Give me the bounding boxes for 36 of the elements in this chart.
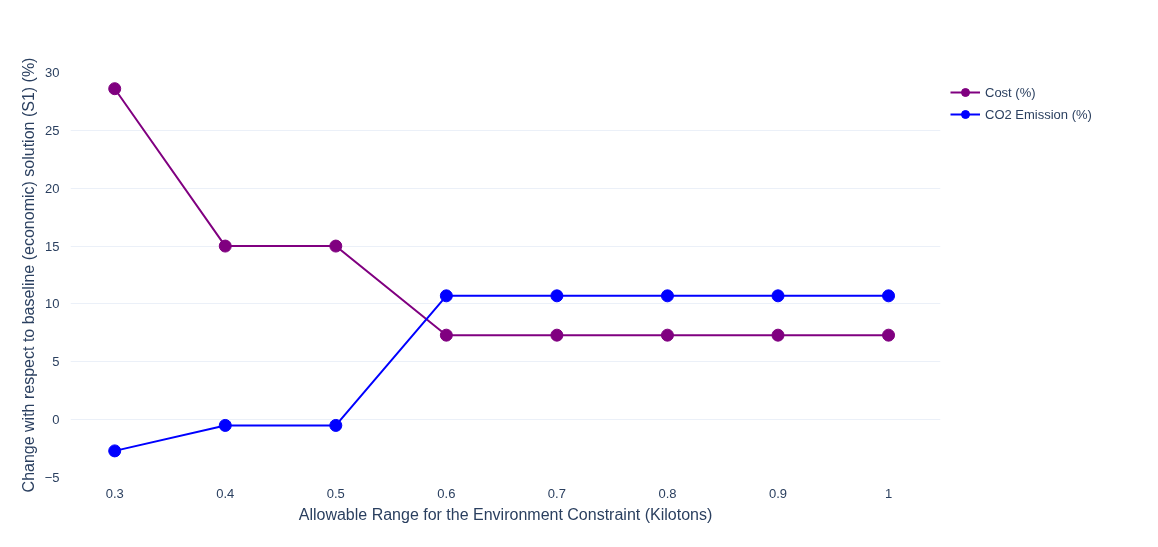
point <box>882 289 896 303</box>
point <box>108 82 122 96</box>
point <box>771 328 785 342</box>
point <box>550 289 564 303</box>
x-tick-label: 0.8 <box>658 485 677 501</box>
y-tick-label: 25 <box>45 122 60 138</box>
point <box>439 289 453 303</box>
point <box>439 328 453 342</box>
legend-label: CO2 Emission (%) <box>985 106 1092 122</box>
y-tick-label: −5 <box>44 470 60 485</box>
x-tick-label: 0.7 <box>547 485 566 501</box>
point <box>550 328 564 342</box>
y-tick-label: 20 <box>45 180 60 196</box>
point <box>218 239 232 253</box>
point <box>218 418 232 432</box>
point <box>882 328 896 342</box>
x-tick-label: 1 <box>884 485 893 501</box>
point <box>329 239 343 253</box>
y-tick-label: 15 <box>45 238 60 254</box>
point <box>108 444 122 458</box>
y-tick-label: 30 <box>45 65 60 80</box>
legend-label: Cost (%) <box>985 84 1036 100</box>
point <box>771 289 785 303</box>
x-tick-label: 0.9 <box>768 485 788 501</box>
x-axis-title: Allowable Range for the Environment Constraint (Kilotons) <box>298 505 713 523</box>
point <box>329 418 343 432</box>
point <box>660 328 674 342</box>
x-tick-label: 0.4 <box>216 485 235 501</box>
x-tick-label: 0.6 <box>437 485 456 501</box>
x-tick-label: 0.5 <box>326 485 345 501</box>
x-tick-label: 0.3 <box>105 485 124 501</box>
y-tick-label: 5 <box>52 354 60 370</box>
y-tick-label: 10 <box>45 296 60 312</box>
y-axis-title: Change with respect to baseline (economic) solution (S1) (%) <box>19 57 37 493</box>
y-tick-label: 0 <box>52 412 60 428</box>
point <box>660 289 674 303</box>
